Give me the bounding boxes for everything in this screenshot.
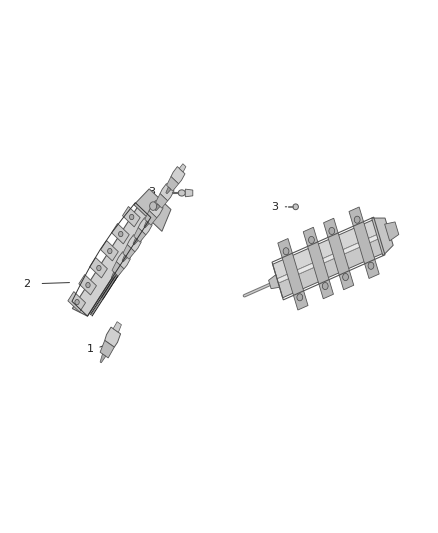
Polygon shape bbox=[155, 204, 160, 211]
Text: 3: 3 bbox=[148, 187, 155, 197]
Polygon shape bbox=[72, 197, 151, 316]
Polygon shape bbox=[105, 327, 120, 347]
Polygon shape bbox=[100, 341, 114, 358]
Polygon shape bbox=[117, 252, 131, 269]
Ellipse shape bbox=[178, 190, 185, 196]
Circle shape bbox=[130, 214, 134, 220]
Circle shape bbox=[108, 248, 112, 254]
Polygon shape bbox=[349, 207, 379, 279]
Text: 1: 1 bbox=[87, 344, 94, 354]
Polygon shape bbox=[144, 221, 149, 228]
Polygon shape bbox=[157, 198, 164, 206]
Polygon shape bbox=[100, 354, 106, 363]
Polygon shape bbox=[127, 235, 141, 252]
Polygon shape bbox=[278, 238, 308, 310]
Circle shape bbox=[308, 237, 314, 244]
Polygon shape bbox=[324, 218, 354, 290]
Polygon shape bbox=[160, 183, 174, 201]
Circle shape bbox=[322, 282, 328, 289]
Circle shape bbox=[297, 294, 303, 301]
Circle shape bbox=[97, 265, 101, 271]
Polygon shape bbox=[185, 189, 193, 197]
Polygon shape bbox=[101, 240, 118, 261]
Polygon shape bbox=[145, 211, 157, 225]
Circle shape bbox=[354, 216, 360, 223]
Text: 2: 2 bbox=[23, 279, 30, 288]
Polygon shape bbox=[68, 292, 85, 312]
Circle shape bbox=[86, 282, 90, 288]
Polygon shape bbox=[273, 219, 379, 279]
Polygon shape bbox=[79, 274, 96, 295]
Polygon shape bbox=[113, 322, 121, 333]
Polygon shape bbox=[385, 222, 399, 241]
Polygon shape bbox=[166, 187, 171, 193]
Circle shape bbox=[329, 228, 335, 235]
Ellipse shape bbox=[293, 204, 298, 209]
Circle shape bbox=[75, 300, 79, 305]
Polygon shape bbox=[134, 228, 146, 242]
Polygon shape bbox=[125, 249, 131, 257]
Polygon shape bbox=[146, 215, 153, 223]
Polygon shape bbox=[136, 232, 142, 240]
Polygon shape bbox=[138, 217, 152, 235]
Polygon shape bbox=[277, 234, 380, 283]
Polygon shape bbox=[179, 164, 186, 172]
Polygon shape bbox=[155, 193, 168, 208]
Polygon shape bbox=[166, 176, 179, 191]
Circle shape bbox=[368, 262, 374, 269]
Polygon shape bbox=[303, 227, 333, 299]
Polygon shape bbox=[111, 272, 117, 279]
Polygon shape bbox=[123, 245, 135, 259]
Polygon shape bbox=[90, 257, 107, 278]
Polygon shape bbox=[112, 223, 129, 244]
Polygon shape bbox=[134, 189, 171, 231]
Polygon shape bbox=[112, 262, 124, 276]
Circle shape bbox=[119, 231, 123, 237]
Polygon shape bbox=[133, 238, 138, 245]
Circle shape bbox=[150, 202, 157, 211]
Circle shape bbox=[343, 273, 349, 280]
Polygon shape bbox=[122, 255, 127, 262]
Polygon shape bbox=[371, 218, 393, 256]
Polygon shape bbox=[168, 181, 175, 189]
Polygon shape bbox=[278, 238, 384, 298]
Polygon shape bbox=[268, 274, 279, 289]
Polygon shape bbox=[149, 200, 163, 218]
Polygon shape bbox=[123, 206, 140, 227]
Circle shape bbox=[283, 248, 289, 255]
Text: 3: 3 bbox=[271, 202, 278, 212]
Polygon shape bbox=[171, 167, 185, 184]
